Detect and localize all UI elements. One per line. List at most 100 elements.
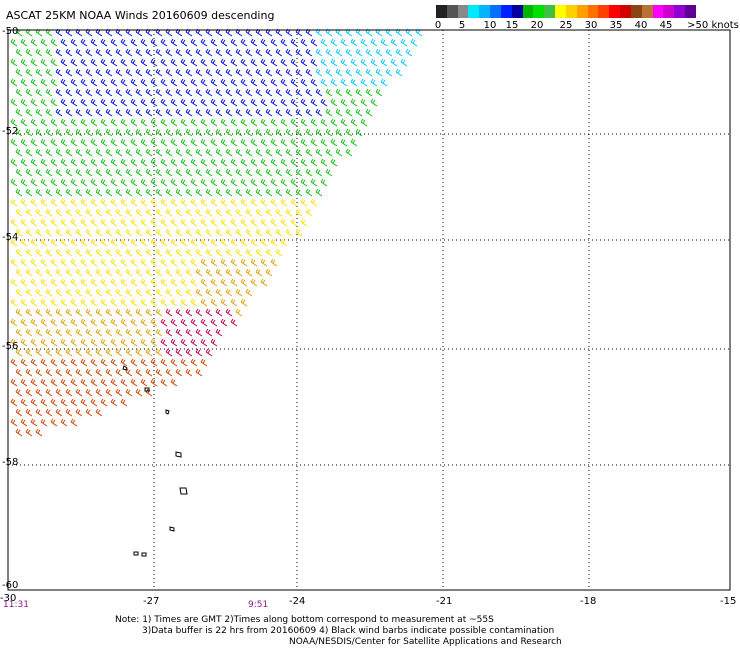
wind-barb: [130, 98, 138, 107]
wind-barb: [335, 108, 343, 117]
wind-barb: [125, 248, 133, 257]
wind-barb: [95, 188, 103, 197]
wind-barb: [110, 398, 118, 407]
wind-barb: [20, 198, 28, 207]
wind-barb: [80, 378, 88, 387]
wind-barb: [185, 48, 193, 57]
wind-barb: [340, 118, 348, 127]
wind-barb: [100, 118, 108, 127]
wind-barb: [15, 408, 23, 417]
wind-barb: [285, 128, 293, 137]
wind-barb: [170, 238, 178, 247]
wind-barb: [235, 48, 243, 57]
wind-barb: [75, 188, 83, 197]
wind-barb: [195, 328, 203, 337]
wind-barb: [35, 68, 43, 77]
wind-barb: [90, 138, 98, 147]
wind-barb: [175, 168, 183, 177]
wind-barb: [320, 58, 328, 67]
wind-barb: [35, 408, 43, 417]
wind-barb: [195, 148, 203, 157]
wind-barb: [150, 198, 158, 207]
wind-barb: [20, 258, 28, 267]
wind-barb: [95, 128, 103, 137]
wind-barb: [385, 48, 393, 57]
wind-barb: [100, 178, 108, 187]
wind-barb: [230, 318, 238, 327]
wind-barb: [315, 88, 323, 97]
wind-barb: [250, 78, 258, 87]
wind-barb: [85, 148, 93, 157]
wind-barb: [80, 78, 88, 87]
wind-barb: [35, 328, 43, 337]
wind-barb: [160, 278, 168, 287]
wind-barb: [200, 298, 208, 307]
wind-barb: [15, 208, 23, 217]
wind-barb: [250, 178, 258, 187]
wind-barb: [135, 368, 143, 377]
wind-barb: [70, 38, 78, 47]
wind-barb: [145, 108, 153, 117]
wind-barb: [105, 188, 113, 197]
wind-barb: [330, 78, 338, 87]
wind-barb: [310, 178, 318, 187]
wind-barb: [120, 218, 128, 227]
wind-barb: [310, 78, 318, 87]
wind-barb: [180, 318, 188, 327]
wind-barb: [230, 238, 238, 247]
wind-barb: [90, 118, 98, 127]
wind-barb: [355, 88, 363, 97]
wind-barb: [260, 38, 268, 47]
wind-barb: [145, 188, 153, 197]
wind-barb: [60, 318, 68, 327]
wind-barb: [45, 188, 53, 197]
wind-barb: [360, 78, 368, 87]
wind-barb: [255, 108, 263, 117]
wind-barb: [300, 158, 308, 167]
wind-barb: [100, 398, 108, 407]
wind-barb: [15, 108, 23, 117]
wind-barb: [80, 258, 88, 267]
wind-barb: [35, 188, 43, 197]
wind-barb: [95, 328, 103, 337]
wind-barb: [150, 378, 158, 387]
wind-barb: [140, 238, 148, 247]
wind-barb: [190, 218, 198, 227]
wind-barb: [190, 38, 198, 47]
x-tick-label-21: -21: [436, 596, 453, 607]
wind-barb: [95, 108, 103, 117]
wind-barb: [155, 168, 163, 177]
wind-barb: [70, 158, 78, 167]
island-outline: [141, 552, 147, 557]
wind-barb: [35, 128, 43, 137]
wind-barb: [85, 128, 93, 137]
wind-barb: [105, 48, 113, 57]
wind-barb: [195, 288, 203, 297]
wind-barb: [225, 208, 233, 217]
wind-barb: [135, 388, 143, 397]
wind-barb: [60, 38, 68, 47]
wind-barb: [140, 178, 148, 187]
wind-barb: [310, 138, 318, 147]
wind-barb: [100, 258, 108, 267]
wind-barb: [160, 298, 168, 307]
wind-barb: [250, 218, 258, 227]
wind-barb: [85, 208, 93, 217]
wind-barb: [245, 148, 253, 157]
wind-barb: [150, 138, 158, 147]
wind-barb: [105, 208, 113, 217]
wind-barb: [20, 178, 28, 187]
wind-barb: [145, 88, 153, 97]
wind-barb: [60, 418, 68, 427]
wind-barb: [305, 108, 313, 117]
wind-barb: [30, 118, 38, 127]
wind-barb: [35, 388, 43, 397]
wind-barb: [10, 358, 18, 367]
wind-barb: [25, 348, 33, 357]
wind-barb: [160, 318, 168, 327]
wind-barb: [205, 208, 213, 217]
wind-barb: [35, 148, 43, 157]
wind-barb: [205, 348, 213, 357]
wind-barb: [355, 68, 363, 77]
wind-barb: [270, 38, 278, 47]
